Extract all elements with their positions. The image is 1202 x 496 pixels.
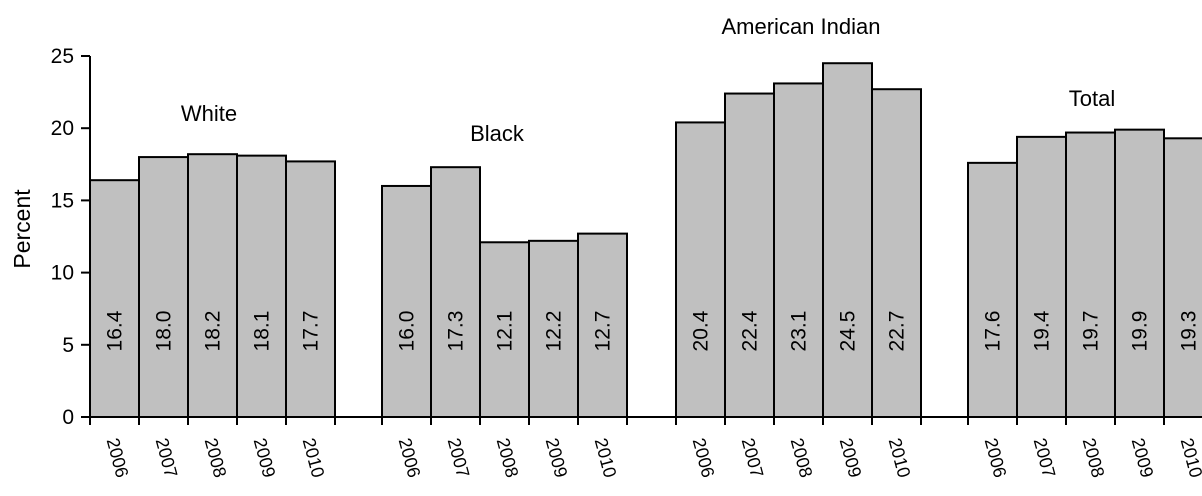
bar: [967, 161, 1018, 418]
x-tick-label: 2007: [1030, 436, 1060, 480]
x-tick-label: 2008: [493, 436, 523, 480]
x-tick-label: 2010: [299, 436, 329, 480]
bar: [430, 166, 481, 418]
bars-layer: 16.4 18.0 18.2 18.1 17.7 White 16.0 17.3 12.1 12.…: [89, 14, 1202, 419]
x-tick-label: 2006: [981, 436, 1011, 480]
data-label: 16.4: [104, 310, 127, 351]
data-label: 24.5: [837, 311, 860, 352]
bar: [1016, 135, 1067, 418]
data-label: 12.2: [543, 311, 566, 352]
bar: [285, 160, 336, 418]
x-tick-label: 2008: [1079, 436, 1109, 480]
x-tick-label: 2006: [103, 436, 133, 480]
x-tick-label: 2009: [542, 436, 572, 480]
bar: [89, 179, 140, 418]
x-tick-label: 2008: [201, 436, 231, 480]
data-label: 20.4: [690, 310, 713, 351]
bar: [138, 156, 189, 419]
y-tick-label: 20: [51, 117, 74, 140]
x-tick-label: 2010: [885, 436, 915, 480]
x-tick-label: 2010: [591, 436, 621, 480]
bar: [381, 184, 432, 418]
group-label: Total: [1069, 86, 1115, 111]
data-label: 18.1: [251, 311, 274, 352]
data-label: 17.3: [445, 311, 468, 352]
data-label: 12.7: [592, 311, 615, 352]
data-label: 19.3: [1178, 311, 1201, 352]
group-label: Black: [470, 121, 525, 146]
bar: [871, 88, 922, 418]
group-label: White: [181, 101, 237, 126]
y-axis-label: Percent: [9, 189, 35, 269]
x-tick-label: 2009: [1128, 436, 1158, 480]
y-tick-label: 5: [62, 334, 74, 357]
bar: [187, 153, 238, 419]
data-label: 23.1: [788, 311, 811, 352]
data-label: 17.6: [982, 311, 1005, 352]
data-label: 19.4: [1031, 310, 1054, 351]
x-tick-label: 2010: [1177, 436, 1202, 480]
data-label: 19.7: [1080, 311, 1103, 352]
bar: [822, 62, 873, 418]
x-tick-label: 2006: [689, 436, 719, 480]
y-tick-label: 10: [51, 262, 74, 285]
data-label: 12.1: [494, 311, 517, 352]
data-label: 17.7: [300, 311, 323, 352]
data-label: 18.0: [153, 311, 176, 352]
bar: [1065, 131, 1116, 418]
data-label: 18.2: [202, 311, 225, 352]
bar: [1163, 137, 1202, 418]
group-label: American Indian: [722, 14, 881, 39]
data-label: 19.9: [1129, 311, 1152, 352]
x-tick-label: 2007: [738, 436, 768, 480]
data-label: 22.4: [739, 310, 762, 351]
y-tick-label: 0: [62, 406, 74, 429]
bar: [724, 92, 775, 418]
x-tick-label: 2007: [152, 436, 182, 480]
data-label: 16.0: [396, 311, 419, 352]
bar: [479, 241, 530, 418]
y-tick-label: 25: [51, 45, 74, 68]
bar: [773, 82, 824, 418]
x-tick-label: 2009: [250, 436, 280, 480]
x-tick-label: 2006: [395, 436, 425, 480]
bar: [675, 121, 726, 418]
x-tick-label: 2009: [836, 436, 866, 480]
y-tick-label: 15: [51, 189, 74, 212]
bar: [528, 239, 579, 418]
x-tick-label: 2007: [444, 436, 474, 480]
x-tick-label: 2008: [787, 436, 817, 480]
bar: [236, 154, 287, 419]
data-label: 22.7: [886, 311, 909, 352]
bar: [1114, 128, 1165, 418]
